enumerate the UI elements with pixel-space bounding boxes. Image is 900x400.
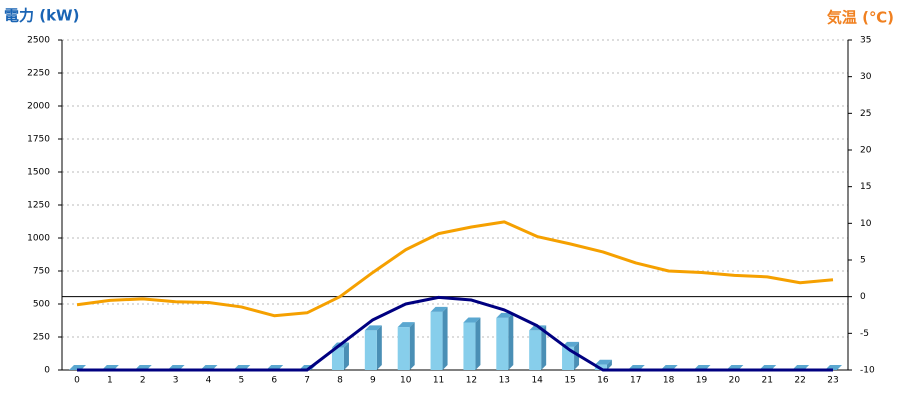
bar <box>463 322 476 370</box>
x-tick-label: 18 <box>663 376 675 386</box>
y-tick-label: 500 <box>33 300 50 310</box>
y-tick-label: 2000 <box>27 102 50 112</box>
x-tick-label: 11 <box>433 376 444 386</box>
y-tick-label: 1250 <box>27 201 50 211</box>
y2-tick-label: 15 <box>860 182 871 192</box>
bar-side <box>442 306 448 370</box>
x-tick-label: 15 <box>564 376 575 386</box>
y2-tick-label: 10 <box>860 219 872 229</box>
x-tick-label: 10 <box>400 376 412 386</box>
bar-side <box>376 325 382 370</box>
x-tick-label: 12 <box>466 376 477 386</box>
bar-side <box>409 322 415 370</box>
x-tick-label: 13 <box>499 376 510 386</box>
x-tick-label: 7 <box>304 376 310 386</box>
bar <box>496 317 509 370</box>
x-tick-label: 19 <box>696 376 708 386</box>
bar-top <box>397 322 415 328</box>
y2-tick-label: 35 <box>860 36 871 46</box>
bar-side <box>343 342 349 370</box>
y-tick-label: 1750 <box>27 135 50 145</box>
bar <box>529 330 542 370</box>
x-tick-label: 1 <box>107 376 113 386</box>
y2-tick-label: -5 <box>860 329 869 339</box>
y-axis-title: 電力 (kW) <box>4 7 79 25</box>
bar <box>562 346 575 370</box>
x-tick-label: 2 <box>140 376 146 386</box>
bar-top <box>463 317 481 323</box>
y-tick-label: 2250 <box>27 69 50 79</box>
y2-tick-label: 20 <box>860 146 872 156</box>
y2-axis-title: 気温 (℃) <box>827 9 894 27</box>
bar-side <box>475 317 481 370</box>
x-tick-label: 23 <box>827 376 838 386</box>
bar-top <box>594 359 612 365</box>
y2-tick-label: 0 <box>860 292 866 302</box>
line <box>77 295 833 372</box>
x-tick-label: 8 <box>337 376 343 386</box>
x-tick-label: 20 <box>729 376 741 386</box>
bar <box>331 347 344 370</box>
bar-side <box>606 359 612 370</box>
bar-side <box>541 325 547 370</box>
bar-top <box>364 325 382 331</box>
y-tick-label: 0 <box>44 366 50 376</box>
bar-top <box>430 306 448 312</box>
x-tick-label: 9 <box>370 376 376 386</box>
x-tick-label: 0 <box>74 376 80 386</box>
y-tick-label: 250 <box>33 333 50 343</box>
x-tick-label: 3 <box>173 376 179 386</box>
y-tick-label: 2500 <box>27 36 50 46</box>
y2-tick-label: 25 <box>860 109 871 119</box>
x-tick-label: 4 <box>206 376 212 386</box>
bar <box>364 330 377 370</box>
bar-side <box>574 341 580 370</box>
x-tick-label: 6 <box>271 376 277 386</box>
y-tick-label: 1500 <box>27 168 50 178</box>
line <box>76 220 834 318</box>
bar-top <box>496 312 514 318</box>
x-tick-label: 17 <box>630 376 641 386</box>
x-tick-label: 22 <box>794 376 805 386</box>
y-tick-label: 750 <box>33 267 50 277</box>
x-tick-label: 5 <box>238 376 244 386</box>
y2-tick-label: 30 <box>860 72 872 82</box>
x-tick-label: 16 <box>597 376 609 386</box>
bar-side <box>508 312 514 370</box>
y2-tick-label: -10 <box>860 366 875 376</box>
y-tick-label: 1000 <box>27 234 50 244</box>
y2-tick-label: 5 <box>860 256 866 266</box>
bar <box>430 311 443 370</box>
bar <box>397 327 410 370</box>
x-tick-label: 21 <box>762 376 773 386</box>
x-tick-label: 14 <box>531 376 543 386</box>
